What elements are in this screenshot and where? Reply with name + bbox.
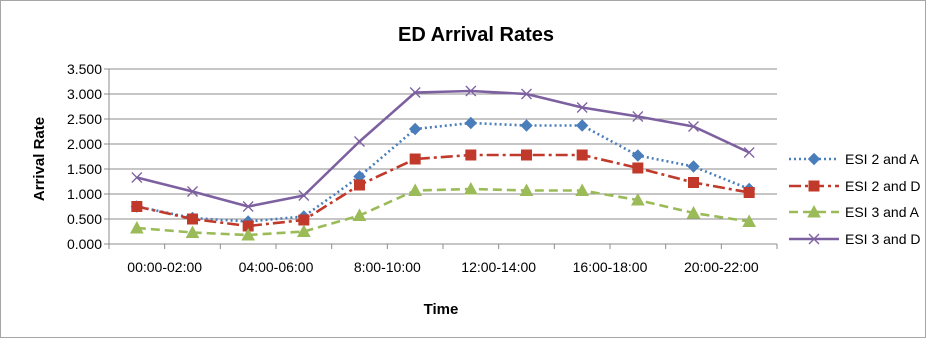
- x-tick-label: 12:00-14:00: [461, 259, 536, 275]
- y-tick-label: 1.500: [67, 161, 102, 177]
- data-point: [520, 119, 533, 132]
- x-tick-labels: 00:00-02:00 04:00-06:00 8:00-10:00 12:00-14…: [127, 259, 759, 275]
- data-point: [185, 225, 200, 238]
- x-tick-label: 00:00-02:00: [127, 259, 202, 275]
- data-point: [743, 147, 755, 158]
- data-point: [354, 136, 365, 147]
- data-point: [632, 111, 644, 122]
- data-point: [408, 122, 422, 136]
- series-2: [131, 149, 755, 232]
- data-point: [632, 162, 644, 174]
- data-point: [352, 208, 367, 221]
- series-4: [131, 85, 755, 212]
- y-tick-label: 0.000: [67, 236, 102, 252]
- data-point: [131, 201, 143, 212]
- data-point: [742, 214, 757, 227]
- legend-item: ESI 3 and D: [789, 231, 921, 247]
- data-point: [131, 172, 143, 183]
- data-point: [296, 224, 311, 237]
- data-point: [519, 183, 534, 196]
- data-point: [743, 187, 755, 198]
- legend-item: ESI 2 and A: [789, 151, 920, 167]
- legend-marker: [808, 233, 820, 245]
- axes: [108, 69, 778, 249]
- series-line: [136, 121, 750, 223]
- data-point: [187, 186, 198, 197]
- x-tick-label: 04:00-06:00: [239, 259, 314, 275]
- y-tick-label: 1.000: [67, 186, 102, 202]
- x-tick-label: 8:00-10:00: [354, 259, 421, 275]
- data-point: [686, 205, 701, 219]
- gridlines: [104, 68, 777, 245]
- legend-label: ESI 3 and D: [845, 231, 921, 247]
- x-tick-label: 16:00-18:00: [573, 259, 648, 275]
- legend-label: ESI 2 and A: [845, 151, 920, 167]
- series-1: [130, 116, 756, 228]
- series-line: [136, 187, 750, 237]
- data-point: [521, 88, 532, 100]
- data-point: [298, 214, 310, 226]
- data-point: [688, 177, 699, 188]
- series-line: [136, 89, 750, 208]
- y-tick-label: 3.500: [67, 61, 102, 77]
- data-point: [687, 160, 700, 173]
- y-tick-label: 0.500: [67, 211, 102, 227]
- series-lines: [129, 85, 757, 241]
- legend-marker: [807, 152, 821, 166]
- y-tick-label: 2.500: [67, 111, 102, 127]
- data-point: [298, 190, 310, 201]
- data-point: [575, 119, 589, 132]
- legend: ESI 2 and A ESI 2 and D ESI 3 and A ESI 3 a…: [789, 151, 921, 247]
- y-tick-labels: 0.000 0.500 1.000 1.500 2.000 2.500 3.000 3.500: [67, 61, 102, 252]
- data-point: [409, 87, 421, 98]
- legend-label: ESI 2 and D: [845, 178, 921, 194]
- data-point: [129, 220, 144, 234]
- data-point: [409, 153, 421, 165]
- data-point: [465, 149, 477, 161]
- data-point: [576, 102, 588, 113]
- legend-item: ESI 3 and A: [789, 204, 920, 220]
- data-point: [464, 116, 478, 130]
- data-point: [575, 183, 590, 196]
- x-tick-label: 20:00-22:00: [684, 259, 759, 275]
- data-point: [688, 121, 699, 132]
- y-axis-title: Arrival Rate: [31, 117, 48, 201]
- legend-item: ESI 2 and D: [789, 178, 921, 194]
- data-point: [354, 179, 365, 191]
- data-point: [576, 149, 588, 161]
- data-point: [187, 213, 198, 225]
- series-3: [129, 181, 757, 241]
- y-tick-label: 3.000: [67, 86, 102, 102]
- data-point: [242, 201, 254, 212]
- x-axis-title: Time: [424, 301, 459, 318]
- y-tick-label: 2.000: [67, 136, 102, 152]
- legend-marker: [808, 180, 820, 192]
- legend-marker: [807, 204, 821, 218]
- data-point: [465, 85, 477, 97]
- data-point: [631, 149, 645, 162]
- data-point: [463, 181, 478, 195]
- data-point: [521, 149, 532, 161]
- legend-label: ESI 3 and A: [845, 204, 920, 220]
- data-point: [241, 227, 256, 241]
- data-point: [408, 183, 423, 196]
- chart-title: ED Arrival Rates: [398, 24, 554, 46]
- data-point: [630, 192, 645, 206]
- series-line: [136, 153, 750, 228]
